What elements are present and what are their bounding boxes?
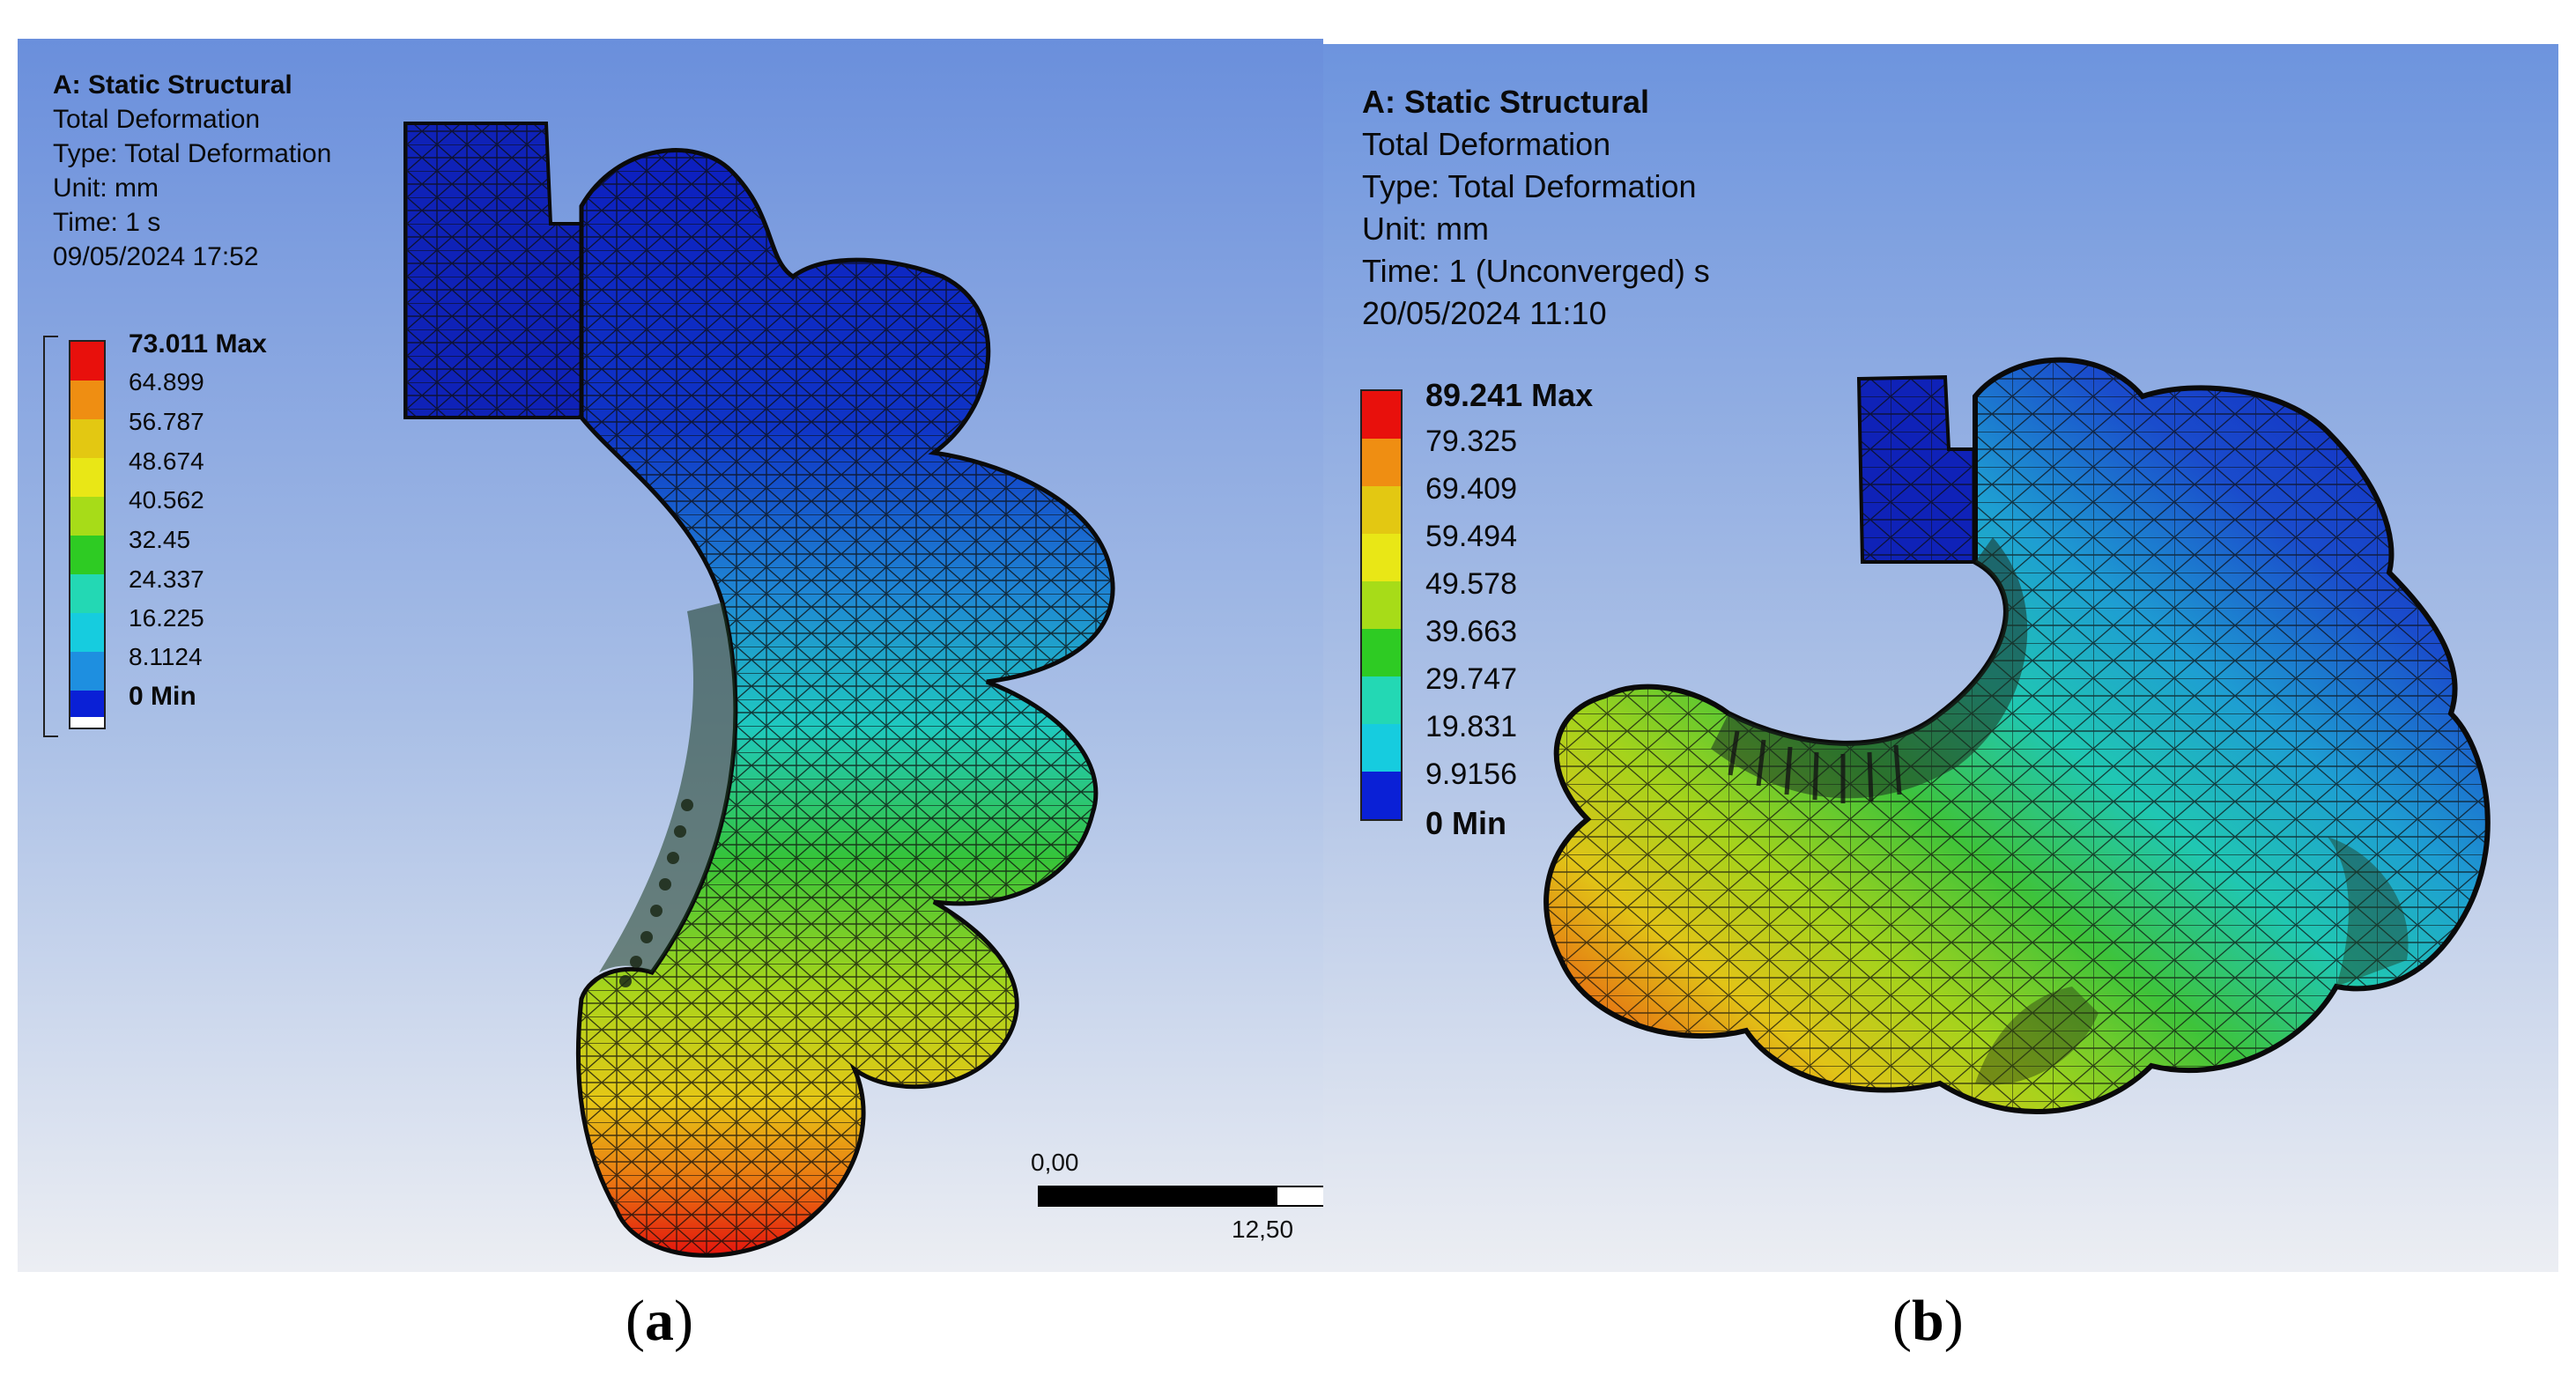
legend-swatch: [70, 613, 104, 652]
legend-label: 64.899: [129, 368, 204, 395]
panel-b-type: Type: Total Deformation: [1362, 168, 1697, 204]
legend-label: 49.578: [1425, 567, 1517, 601]
panel-a-date: 09/05/2024 17:52: [53, 242, 259, 271]
panel-b-info-header: A: Static Structural Total Deformation T…: [1362, 86, 1710, 329]
legend-swatch: [1362, 486, 1401, 534]
panel-b-time: Time: 1 (Unconverged) s: [1362, 253, 1710, 289]
panel-a-viewport[interactable]: A: Static Structural Total Deformation T…: [18, 39, 1323, 1272]
legend-label: 40.562: [129, 486, 204, 514]
legend-label: 8.1124: [129, 643, 203, 670]
legend-swatch: [1362, 724, 1401, 772]
legend-label: 24.337: [129, 565, 204, 593]
panel-a-title: A: Static Structural: [53, 70, 292, 100]
legend-label-min: 0 Min: [129, 682, 196, 711]
panel-a-info-header: A: Static Structural Total Deformation T…: [53, 72, 331, 270]
panel-a-legend-colorbar: [69, 340, 106, 729]
legend-swatch: [70, 381, 104, 419]
caption-b-letter: b: [1911, 1289, 1944, 1353]
panel-b-legend-colorbar: [1360, 389, 1403, 821]
legend-swatch: [1362, 772, 1401, 819]
legend-label: 9.9156: [1425, 758, 1517, 791]
legend-swatch: [70, 458, 104, 497]
legend-label-min: 0 Min: [1425, 805, 1507, 841]
legend-label: 79.325: [1425, 425, 1517, 458]
panel-a-legend[interactable]: 73.011 Max 64.899 56.787 48.674 40.562 3…: [35, 329, 317, 752]
legend-label: 19.831: [1425, 710, 1517, 743]
legend-label: 29.747: [1425, 662, 1517, 696]
panel-b-result-name: Total Deformation: [1362, 126, 1611, 162]
panel-b-unit: Unit: mm: [1362, 211, 1489, 247]
panel-a-unit: Unit: mm: [53, 174, 159, 203]
panel-b-deformation-model[interactable]: [1323, 44, 2558, 1272]
panel-a-deformation-model[interactable]: [18, 39, 1323, 1272]
legend-label: 48.674: [129, 447, 204, 475]
scale-bar-white-segment: [1276, 1186, 1323, 1207]
panel-b-date: 20/05/2024 11:10: [1362, 295, 1607, 331]
legend-swatch: [70, 691, 104, 717]
legend-label: 16.225: [129, 604, 204, 632]
panel-a-legend-bracket: [43, 336, 58, 737]
legend-label-max: 89.241 Max: [1425, 377, 1594, 413]
panel-a-type: Type: Total Deformation: [53, 139, 332, 168]
legend-swatch: [1362, 676, 1401, 724]
legend-swatch: [1362, 581, 1401, 629]
legend-swatch: [70, 536, 104, 574]
scale-bar-black-segment: [1038, 1186, 1276, 1207]
legend-swatch: [70, 497, 104, 536]
legend-label: 56.787: [129, 408, 204, 435]
legend-swatch: [1362, 391, 1401, 439]
legend-swatch: [1362, 629, 1401, 676]
legend-label: 69.409: [1425, 472, 1517, 506]
legend-label: 39.663: [1425, 615, 1517, 648]
legend-swatch: [70, 652, 104, 691]
caption-a: (a): [625, 1289, 693, 1353]
legend-swatch: [70, 342, 104, 381]
panel-b-viewport[interactable]: A: Static Structural Total Deformation T…: [1323, 44, 2558, 1272]
legend-swatch: [70, 419, 104, 458]
panel-a-result-name: Total Deformation: [53, 105, 261, 134]
panel-a-scale-bar: 0,00 12,50: [1031, 1149, 1323, 1254]
panel-b-title: A: Static Structural: [1362, 84, 1650, 120]
caption-a-letter: a: [644, 1289, 674, 1353]
panel-b-legend[interactable]: 89.241 Max 79.325 69.409 59.494 49.578 3…: [1358, 377, 1640, 853]
legend-label: 32.45: [129, 526, 191, 553]
panel-a-time: Time: 1 s: [53, 208, 161, 237]
legend-label-max: 73.011 Max: [129, 329, 267, 358]
legend-swatch: [70, 574, 104, 613]
scale-bar-start-label: 0,00: [1031, 1149, 1079, 1176]
scale-bar-end-label: 12,50: [1232, 1216, 1294, 1243]
legend-swatch: [1362, 534, 1401, 581]
legend-swatch: [70, 717, 104, 728]
legend-swatch: [1362, 439, 1401, 486]
legend-label: 59.494: [1425, 520, 1517, 553]
caption-b: (b): [1892, 1289, 1964, 1353]
